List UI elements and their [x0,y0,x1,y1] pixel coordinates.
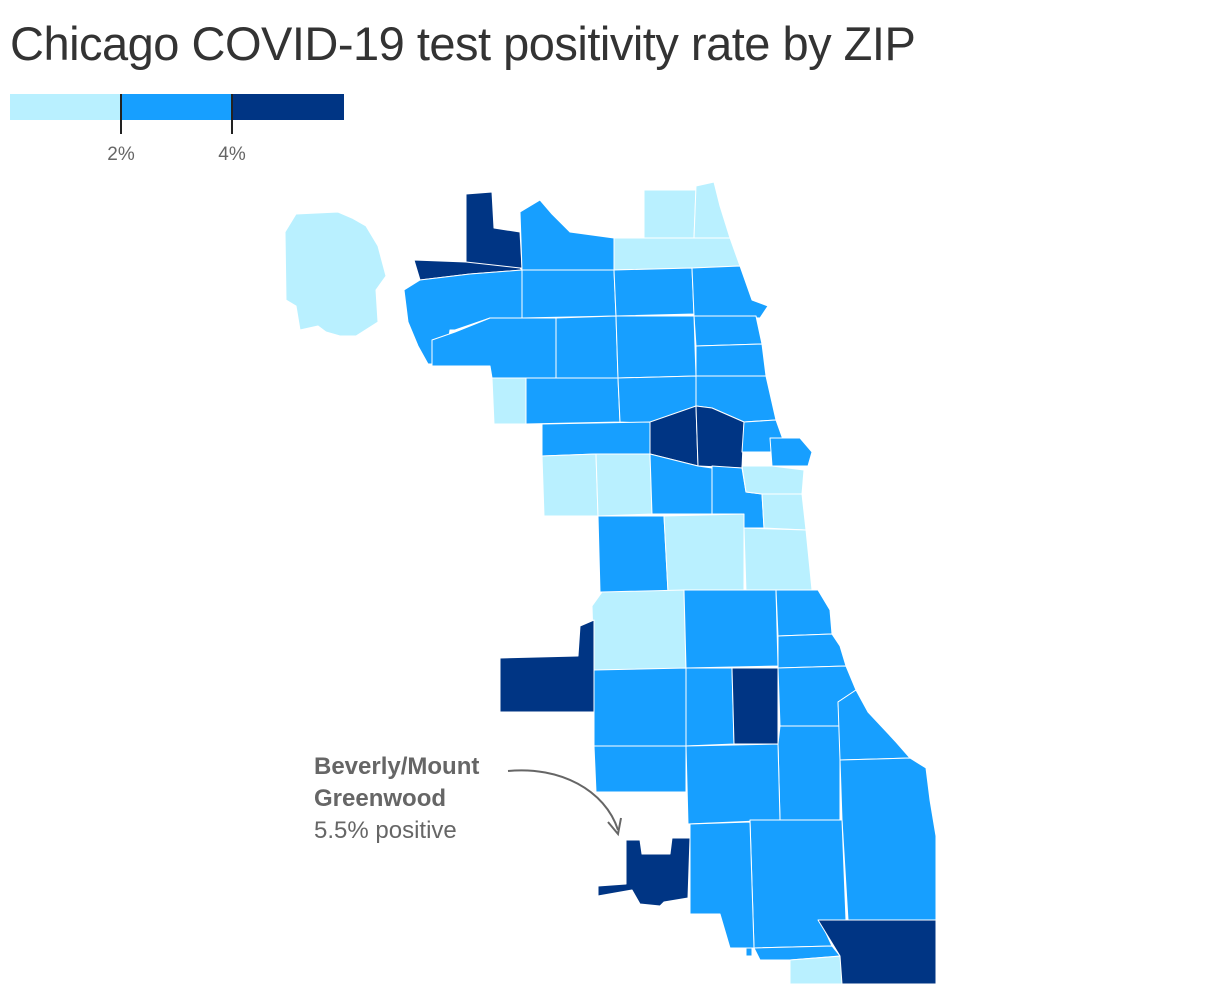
zip-englewood [775,589,833,637]
zip-austin [541,453,599,517]
legend-bin-mid [121,94,232,120]
zip-humboldt [541,421,651,457]
zip-garfield-ridge [591,589,687,671]
zip-morgan-park [689,821,755,949]
zip-west-small [491,377,527,425]
zip-hegewisch [817,919,937,985]
zip-rogers-park [643,189,697,239]
zip-lincoln-park [695,343,767,377]
zip-woodlawn [777,725,841,821]
legend-bin-low [10,94,121,120]
zip-lakeview [693,315,763,347]
zip-clearing [499,619,595,713]
zip-beverly [597,837,691,907]
zip-south-loop [761,493,807,531]
legend-tick-4 [231,94,233,134]
zip-loop-east [769,437,813,467]
zip-archer [597,515,669,593]
annotation-arrow [507,769,619,831]
zip-loop [741,465,805,495]
annotation-line2: Greenwood [314,785,447,812]
zip-far-northwest [284,211,387,337]
zip-pullman [745,947,753,957]
zip-edgewater [613,237,741,271]
zip-chatham [839,757,937,921]
zip-west-2 [555,315,619,379]
zip-bronzeville [743,527,813,593]
legend-label-4: 4% [218,144,246,165]
zip-west-3 [615,315,697,379]
zip-chicago-lawn [593,667,687,747]
annotation-arrowhead [607,817,622,837]
zip-central-west-1 [525,377,621,425]
zip-gage-park [683,589,779,669]
zip-edgewater-north [693,181,731,239]
zip-ashburn [593,745,687,793]
zip-riverdale [789,955,843,985]
zip-north-1 [519,199,615,271]
annotation-line3: 5.5% positive [314,817,457,844]
color-legend: 2% 4% [10,94,344,165]
zip-regions [284,181,937,985]
zip-south-shore [837,689,911,761]
zip-north-3 [613,267,695,317]
zip-north-2 [521,269,617,319]
zip-greater-grand [731,667,779,745]
zip-bridgeport [663,513,745,593]
zip-auburn [685,743,781,825]
zip-lawndale-west [595,453,653,517]
zip-west-englewood [685,667,735,747]
zip-north-4 [691,265,769,319]
zip-northwest-dark [465,191,523,269]
beverly-annotation: Beverly/Mount Greenwood 5.5% positive [314,751,479,847]
annotation-line1: Beverly/Mount [314,753,480,780]
legend-bin-high [232,94,344,120]
legend-label-2: 2% [107,144,135,165]
map-title: Chicago COVID-19 test positivity rate by… [10,17,916,70]
zip-kenwood [777,633,847,669]
legend-tick-2 [120,94,122,134]
